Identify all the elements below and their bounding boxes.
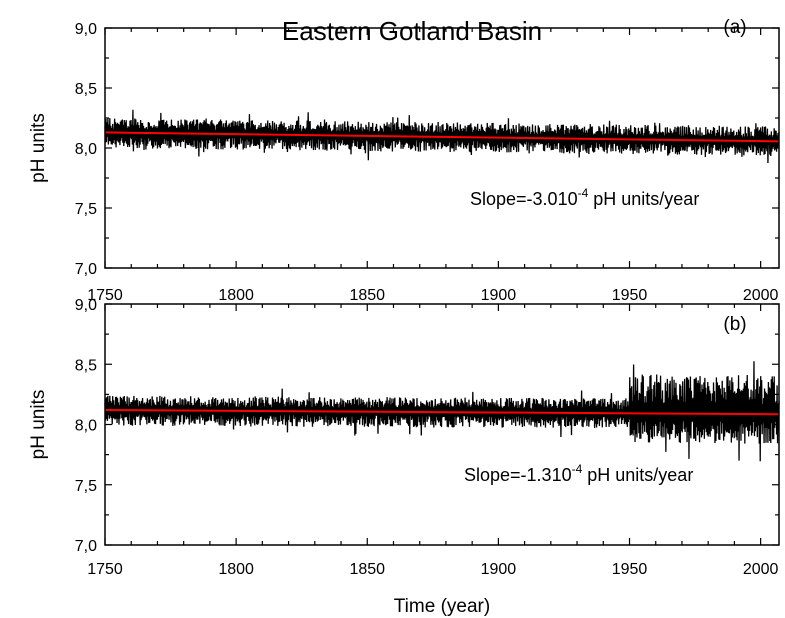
x-tick-label: 1750 — [87, 287, 123, 304]
x-tick-label: 1850 — [349, 561, 385, 578]
y-tick-label: 8,5 — [75, 81, 97, 98]
chart-panel: 1750 1800 1850 1900 1950 2000 7,0 7,5 8,0 8,5 9,0 p… — [28, 17, 780, 304]
y-tick-label: 9,0 — [75, 21, 97, 38]
y-tick-label: 8,0 — [75, 141, 97, 158]
x-axis-label: Time (year) — [394, 596, 490, 617]
slope-annotation-unit: pH units/year — [588, 189, 699, 209]
linear-trend-line — [104, 409, 780, 416]
y-tick-label: 7,5 — [75, 478, 97, 495]
x-tick-label: 1800 — [218, 287, 254, 304]
y-tick-label: 9,0 — [75, 297, 97, 314]
panel-label: (b) — [723, 314, 746, 335]
y-tick-label: 8,5 — [75, 357, 97, 374]
y-axis-label: pH units — [28, 113, 49, 183]
x-tick-label: 1750 — [87, 561, 123, 578]
slope-annotation-exponent: -4 — [572, 462, 583, 476]
linear-trend-line — [104, 131, 780, 143]
x-tick-label: 1900 — [481, 561, 517, 578]
y-tick-label: 7,0 — [75, 261, 97, 278]
x-tick-label: 1850 — [349, 287, 385, 304]
y-tick-label: 8,0 — [75, 418, 97, 435]
figure-title: Eastern Gotland Basin — [282, 16, 542, 46]
slope-annotation-value: Slope=-1.310 — [464, 465, 572, 485]
x-tick-label: 1950 — [612, 561, 648, 578]
x-tick-label: 1950 — [612, 287, 648, 304]
ph-series-line — [104, 361, 780, 462]
panel-label: (a) — [723, 17, 746, 38]
x-tick-label: 2000 — [743, 287, 779, 304]
y-axis-label: pH units — [28, 390, 49, 460]
slope-annotation-value: Slope=-3.010 — [470, 189, 578, 209]
x-tick-label: 1800 — [218, 561, 254, 578]
slope-annotation: Slope=-1.310-4 pH units/year — [464, 462, 693, 485]
x-tick-label: 1900 — [481, 287, 517, 304]
slope-annotation-exponent: -4 — [578, 186, 589, 200]
y-tick-label: 7,0 — [75, 538, 97, 555]
slope-annotation-unit: pH units/year — [582, 465, 693, 485]
y-tick-label: 7,5 — [75, 201, 97, 218]
chart-panel: 1750 1800 1850 1900 1950 2000 7,0 7,5 8,0 8,5 9,0 p… — [28, 297, 780, 578]
slope-annotation: Slope=-3.010-4 pH units/year — [470, 186, 699, 209]
x-tick-label: 2000 — [743, 561, 779, 578]
chart-panels: 1750 1800 1850 1900 1950 2000 7,0 7,5 8,0 8,5 9,0 p… — [28, 17, 780, 578]
